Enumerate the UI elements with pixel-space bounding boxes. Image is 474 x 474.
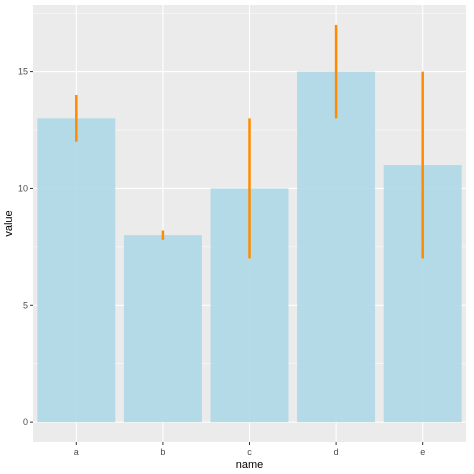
error-bars (75, 24, 424, 259)
x-tick-label: e (420, 447, 425, 457)
x-tick-label: a (74, 447, 79, 457)
bar-b (123, 235, 202, 423)
x-tick-label: c (247, 447, 252, 457)
y-tick-label: 10 (18, 183, 28, 193)
x-axis: a b c d e (74, 442, 425, 457)
bars (37, 71, 462, 423)
x-axis-title: name (236, 459, 264, 471)
x-tick-label: d (334, 447, 339, 457)
x-tick-label: b (160, 447, 165, 457)
bar-d (297, 71, 376, 423)
y-axis-title: value (3, 210, 15, 236)
y-tick-label: 15 (18, 67, 28, 77)
y-axis: 0 5 10 15 (18, 67, 33, 427)
y-tick-label: 5 (23, 300, 28, 310)
y-tick-label: 0 (23, 417, 28, 427)
bar-a (37, 118, 116, 423)
